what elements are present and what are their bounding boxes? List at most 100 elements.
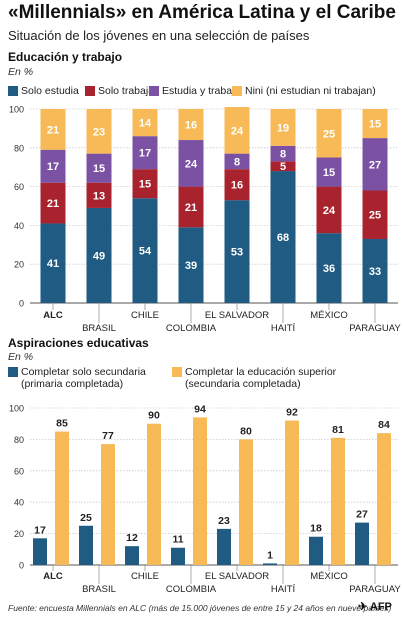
legend-swatch xyxy=(232,86,242,96)
data-label-estudia-y-trabaja: 8 xyxy=(280,149,286,161)
y-tick-label: 40 xyxy=(14,221,24,231)
bar-completar-la-educacion-superior-secundaria-completada-alc xyxy=(55,431,69,565)
bar-completar-la-educacion-superior-secundaria-completada-paraguay xyxy=(377,433,391,565)
data-label-solo-estudia: 54 xyxy=(139,246,152,258)
data-label-estudia-y-trabaja: 17 xyxy=(139,148,151,160)
data-label-solo-trabaja: 21 xyxy=(185,202,197,214)
legend-swatch xyxy=(85,86,95,96)
y-tick-label: 20 xyxy=(14,529,24,539)
bar-solo-estudia-el-salvador xyxy=(224,200,250,303)
data-label-completar-solo-secundaria-primaria-completada: 27 xyxy=(356,509,368,521)
legend-label: Nini (ni estudian ni trabajan) xyxy=(245,85,376,97)
data-label-solo-estudia: 41 xyxy=(47,258,59,270)
data-label-solo-trabaja: 21 xyxy=(47,198,59,210)
bar-solo-estudia-alc xyxy=(40,223,66,303)
chart-educacion-trabajo: 0 20 40 60 80 100 41 21 17 21 49 13 15 23 54 15 17 14 39 21… xyxy=(9,105,401,335)
data-label-completar-la-educacion-superior-secundaria-completada: 90 xyxy=(148,410,160,422)
data-label-completar-la-educacion-superior-secundaria-completada: 84 xyxy=(378,419,390,431)
bar-estudia-y-trabaja-brasil xyxy=(86,153,112,183)
bar-completar-la-educacion-superior-secundaria-completada-colombia xyxy=(193,417,207,565)
legend-swatch xyxy=(8,86,18,96)
legend-label: Estudia y trabaja xyxy=(162,85,241,97)
data-label-nini-ni-estudian-ni-trabajan: 21 xyxy=(47,124,59,136)
legend-item-estudia-y-trabaja: Estudia y trabaja xyxy=(149,85,240,97)
data-label-solo-estudia: 33 xyxy=(369,266,381,278)
source-note: Fuente: encuesta Millennials en ALC (más… xyxy=(8,603,392,613)
bar-completar-la-educacion-superior-secundaria-completada-haiti xyxy=(285,420,299,565)
category-label-el-salvador: EL SALVADOR xyxy=(205,571,269,582)
legend-swatch xyxy=(172,367,182,377)
legend-label: Solo trabaja xyxy=(98,85,155,97)
bar-nini-ni-estudian-ni-trabajan-el-salvador xyxy=(224,107,250,154)
data-label-completar-solo-secundaria-primaria-completada: 17 xyxy=(34,524,46,536)
category-label-paraguay: PARAGUAY xyxy=(349,584,401,595)
data-label-estudia-y-trabaja: 17 xyxy=(47,161,59,173)
data-label-completar-la-educacion-superior-secundaria-completada: 92 xyxy=(286,407,298,419)
category-label-colombia: COLOMBIA xyxy=(166,584,217,595)
data-label-completar-la-educacion-superior-secundaria-completada: 85 xyxy=(56,418,68,430)
y-tick-label: 80 xyxy=(14,435,24,445)
category-label-chile: CHILE xyxy=(131,571,159,582)
data-label-nini-ni-estudian-ni-trabajan: 15 xyxy=(369,119,381,131)
bar-completar-solo-secundaria-primaria-completada-brasil xyxy=(79,525,93,565)
data-label-solo-estudia: 49 xyxy=(93,250,105,262)
bar-solo-trabaja-mexico xyxy=(316,186,342,234)
bar-completar-solo-secundaria-primaria-completada-el-salvador xyxy=(217,528,231,565)
category-label-haiti: HAITÍ xyxy=(271,323,296,334)
y-tick-label: 60 xyxy=(14,182,24,192)
bar-estudia-y-trabaja-mexico xyxy=(316,157,342,187)
bar-solo-trabaja-chile xyxy=(132,169,158,199)
y-tick-label: 100 xyxy=(9,404,24,414)
bar-solo-trabaja-alc xyxy=(40,182,66,224)
legend-swatch xyxy=(149,86,159,96)
bar-solo-trabaja-paraguay xyxy=(362,190,388,239)
data-label-nini-ni-estudian-ni-trabajan: 16 xyxy=(185,120,197,132)
data-label-completar-la-educacion-superior-secundaria-completada: 81 xyxy=(332,424,344,436)
data-label-estudia-y-trabaja: 8 xyxy=(234,156,240,168)
data-label-solo-estudia: 36 xyxy=(323,263,335,275)
bar-solo-estudia-brasil xyxy=(86,207,112,303)
y-tick-label: 60 xyxy=(14,466,24,476)
category-label-colombia: COLOMBIA xyxy=(166,323,217,334)
category-label-haiti: HAITÍ xyxy=(271,584,296,595)
legend-item-secundaria: Completar solo secundaria (primaria comp… xyxy=(8,366,168,390)
legend-label: Solo estudia xyxy=(21,85,79,97)
data-label-completar-solo-secundaria-primaria-completada: 11 xyxy=(172,534,183,546)
bar-completar-solo-secundaria-primaria-completada-mexico xyxy=(309,536,323,565)
legend-item-superior: Completar la educación superior (secunda… xyxy=(172,366,347,390)
data-label-solo-estudia: 53 xyxy=(231,247,243,259)
bar-completar-solo-secundaria-primaria-completada-paraguay xyxy=(355,522,369,565)
data-label-solo-trabaja: 13 xyxy=(93,190,105,202)
credit-text: AFP xyxy=(369,601,392,613)
data-label-solo-trabaja: 25 xyxy=(369,210,381,222)
category-label-paraguay: PARAGUAY xyxy=(349,323,401,334)
data-label-nini-ni-estudian-ni-trabajan: 24 xyxy=(231,125,244,137)
bar-nini-ni-estudian-ni-trabajan-brasil xyxy=(86,109,112,154)
data-label-completar-la-educacion-superior-secundaria-completada: 80 xyxy=(240,425,252,437)
page-title: «Millennials» en América Latina y el Car… xyxy=(8,2,396,23)
page-subtitle: Situación de los jóvenes en una selecció… xyxy=(8,28,310,43)
data-label-estudia-y-trabaja: 15 xyxy=(323,167,335,179)
data-label-completar-solo-secundaria-primaria-completada: 18 xyxy=(310,523,322,535)
category-label-mexico: MÉXICO xyxy=(310,310,347,321)
category-label-brasil: BRASIL xyxy=(82,323,116,334)
chart2-title: Aspiraciones educativas xyxy=(8,336,149,350)
data-label-estudia-y-trabaja: 15 xyxy=(93,163,105,175)
bar-estudia-y-trabaja-chile xyxy=(132,136,158,170)
bar-nini-ni-estudian-ni-trabajan-colombia xyxy=(178,109,204,141)
bar-estudia-y-trabaja-alc xyxy=(40,149,66,183)
y-tick-label: 0 xyxy=(19,561,24,571)
category-label-alc: ALC xyxy=(43,310,63,321)
bar-completar-la-educacion-superior-secundaria-completada-brasil xyxy=(101,444,115,565)
bar-solo-estudia-colombia xyxy=(178,227,204,303)
legend-item-solo-estudia: Solo estudia xyxy=(8,85,79,97)
bar-completar-la-educacion-superior-secundaria-completada-mexico xyxy=(331,437,345,565)
bar-completar-la-educacion-superior-secundaria-completada-el-salvador xyxy=(239,439,253,565)
bar-nini-ni-estudian-ni-trabajan-paraguay xyxy=(362,109,388,139)
bar-completar-solo-secundaria-primaria-completada-colombia xyxy=(171,547,185,565)
category-label-chile: CHILE xyxy=(131,310,159,321)
category-label-el-salvador: EL SALVADOR xyxy=(205,310,269,321)
bar-estudia-y-trabaja-el-salvador xyxy=(224,153,250,170)
data-label-nini-ni-estudian-ni-trabajan: 19 xyxy=(277,122,289,134)
bar-nini-ni-estudian-ni-trabajan-alc xyxy=(40,109,66,150)
